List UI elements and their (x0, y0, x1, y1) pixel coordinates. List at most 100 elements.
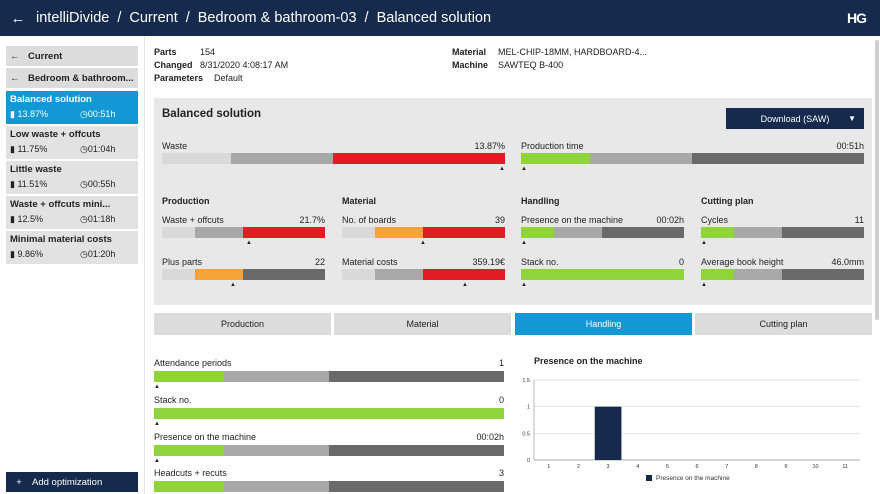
parts-value: 154 (200, 47, 216, 57)
caret-down-icon[interactable]: ▼ (848, 114, 856, 123)
solution-time: 01:04h (87, 144, 116, 154)
metric-label: Presence on the machine (521, 215, 624, 225)
x-tick-label: 9 (784, 464, 787, 470)
marker-icon: ▲ (230, 282, 236, 288)
bar-segment (374, 269, 424, 280)
marker-icon: ▲ (701, 240, 707, 246)
solution-name: Little waste (10, 164, 62, 175)
solution-time: 00:55h (87, 179, 116, 189)
crumb-current[interactable]: Current (129, 10, 178, 26)
x-tick-label: 3 (607, 464, 610, 470)
metric-label: Stack no. (521, 257, 559, 267)
download-saw-button[interactable]: Download (SAW) ▼ (726, 108, 864, 129)
bar-segment (553, 227, 603, 238)
bar-segment (154, 408, 504, 419)
metric-bar (154, 408, 504, 419)
tab-handling[interactable]: Handling (515, 313, 692, 335)
waste-bin-icon: ▮ (10, 179, 15, 189)
marker-icon: ▲ (154, 458, 160, 464)
solution-item-little-waste[interactable]: Little waste ▮ 11.51% ◷00:55h (6, 161, 138, 194)
crumb-job[interactable]: Bedroom & bathroom-03 (197, 10, 357, 26)
scrollbar[interactable] (875, 40, 879, 320)
section-cutting-plan: Cutting plan (701, 196, 754, 206)
y-tick-label: 0.5 (522, 431, 530, 437)
bar-segment (154, 481, 224, 492)
tab-material[interactable]: Material (334, 313, 511, 335)
bar-segment (162, 269, 195, 280)
metric-label: Stack no. (154, 395, 192, 405)
bar-segment (782, 227, 864, 238)
bar-segment (162, 153, 231, 164)
bar-segment (701, 269, 734, 280)
add-optimization-button[interactable]: + Add optimization (6, 472, 138, 492)
crumb-intellidivide[interactable]: intelliDivide (36, 10, 110, 26)
section-handling: Handling (521, 196, 560, 206)
material-value: MEL-CHIP-18MM, HARDBOARD-4... (498, 47, 648, 57)
bar-segment (224, 371, 329, 382)
metric-label: No. of boards (342, 215, 397, 225)
bar-segment (589, 153, 693, 164)
material-label: Material (452, 47, 487, 57)
changed-value: 8/31/2020 4:08:17 AM (200, 60, 289, 70)
metric-value: 39 (494, 215, 505, 225)
sidebar-nav-label: Current (28, 50, 63, 62)
parts-label: Parts (154, 47, 177, 57)
solution-waste: 11.75% (17, 144, 48, 154)
bar-segment (243, 269, 325, 280)
metric-label: Average book height (701, 257, 784, 267)
metric-label: Waste + offcuts (162, 215, 224, 225)
attendance-periods-metric: Attendance periods 1 ▲ (154, 358, 504, 390)
sidebar-nav-current[interactable]: ← Current (6, 46, 138, 66)
bar-segment (194, 269, 244, 280)
bar-segment (243, 227, 325, 238)
marker-icon: ▲ (246, 240, 252, 246)
marker-icon: ▲ (154, 421, 160, 427)
x-tick-label: 1 (547, 464, 550, 470)
sidebar-nav-job[interactable]: ← Bedroom & bathroom... (6, 68, 138, 88)
bar-segment (162, 227, 195, 238)
x-tick-label: 2 (577, 464, 580, 470)
metric-value: 21.7% (299, 215, 325, 225)
solution-name: Balanced solution (10, 94, 92, 105)
arrow-left-icon: ← (10, 72, 20, 84)
bar-segment (423, 269, 505, 280)
boards-metric: No. of boards 39 ▲ (342, 215, 505, 246)
solution-item-min-material[interactable]: Minimal material costs ▮ 9.86% ◷01:20h (6, 231, 138, 264)
cycles-metric: Cycles 11 ▲ (701, 215, 864, 246)
metric-bar (154, 445, 504, 456)
section-material: Material (342, 196, 377, 206)
solution-item-waste-offcuts[interactable]: Waste + offcuts mini... ▮ 12.5% ◷01:18h (6, 196, 138, 229)
plus-parts-metric: Plus parts 22 ▲ (162, 257, 325, 288)
tab-cutting-plan[interactable]: Cutting plan (695, 313, 872, 335)
x-tick-label: 5 (666, 464, 669, 470)
bar (594, 406, 622, 460)
sidebar-nav-label: Bedroom & bathroom... (28, 72, 134, 84)
marker-icon: ▲ (420, 240, 426, 246)
waste-bin-icon: ▮ (10, 214, 15, 224)
y-tick-label: 0 (527, 458, 530, 464)
waste-bin-icon: ▮ (10, 109, 15, 119)
bar-segment (602, 227, 684, 238)
arrow-left-icon[interactable]: ← (10, 9, 26, 27)
x-tick-label: 6 (695, 464, 698, 470)
bar-segment (733, 269, 783, 280)
tab-production[interactable]: Production (154, 313, 331, 335)
bar-segment (782, 269, 864, 280)
clock-icon: ◷ (80, 179, 88, 189)
add-optimization-label: Add optimization (32, 476, 103, 488)
metric-label: Presence on the machine (154, 432, 257, 442)
marker-icon: ▲ (499, 166, 505, 172)
solution-name: Waste + offcuts mini... (10, 199, 111, 210)
section-production: Production (162, 196, 210, 206)
solution-item-low-waste[interactable]: Low waste + offcuts ▮ 11.75% ◷01:04h (6, 126, 138, 159)
metric-bar (521, 227, 684, 238)
presence-machine-metric: Presence on the machine 00:02h ▲ (154, 432, 504, 464)
solution-item-balanced[interactable]: Balanced solution ▮ 13.87% ◷00:51h (6, 91, 138, 124)
metric-value: 3 (498, 468, 504, 478)
bar-segment (423, 227, 505, 238)
solution-waste: 9.86% (17, 249, 43, 259)
crumb-separator: / (185, 10, 190, 26)
book-height-metric: Average book height 46.0mm ▲ (701, 257, 864, 288)
legend-swatch (646, 475, 652, 481)
metric-value: 0 (678, 257, 684, 267)
